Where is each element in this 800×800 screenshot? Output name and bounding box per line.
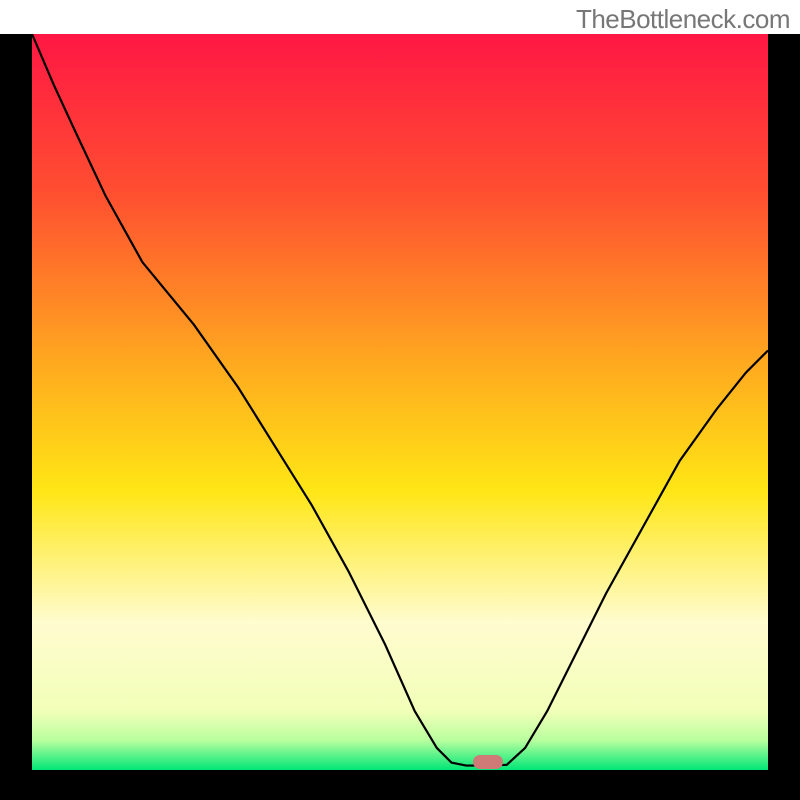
optimal-marker — [473, 755, 503, 769]
plot-frame — [0, 34, 800, 800]
watermark-text: TheBottleneck.com — [576, 4, 790, 35]
plot-area — [32, 34, 768, 768]
bottleneck-curve — [32, 34, 768, 770]
root: TheBottleneck.com — [0, 0, 800, 800]
